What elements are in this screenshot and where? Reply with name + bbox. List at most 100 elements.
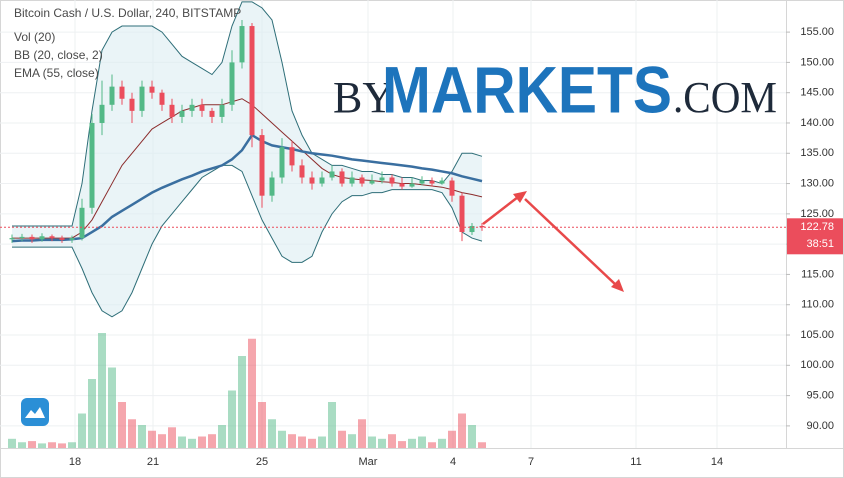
watermark-com: .COM bbox=[673, 73, 777, 122]
title: Bitcoin Cash / U.S. Dollar, 240, BITSTAM… bbox=[14, 6, 241, 20]
candle-body bbox=[89, 122, 95, 208]
y-tick-label: 95.00 bbox=[806, 390, 834, 402]
x-tick-label: Mar bbox=[359, 456, 378, 468]
candle-body bbox=[449, 180, 455, 196]
x-tick-label: 4 bbox=[450, 456, 456, 468]
volume-bar bbox=[48, 442, 56, 448]
volume-bar bbox=[188, 438, 196, 448]
candle-body bbox=[129, 98, 135, 111]
arrowhead bbox=[611, 279, 624, 292]
candle-body bbox=[59, 238, 65, 240]
volume-bar bbox=[288, 434, 296, 448]
volume-bar bbox=[18, 442, 26, 448]
y-tick-label: 135.00 bbox=[800, 147, 834, 159]
indicator-line bbox=[11, 133, 483, 243]
candle-body bbox=[79, 207, 85, 239]
volume-bar bbox=[228, 390, 236, 448]
volume-bar bbox=[58, 443, 66, 448]
watermark-by: BY bbox=[333, 73, 394, 122]
volume-bar bbox=[218, 425, 226, 448]
candle-body bbox=[289, 147, 295, 166]
candle-body bbox=[439, 180, 445, 184]
volume-bar bbox=[468, 425, 476, 448]
arrowhead bbox=[513, 191, 527, 203]
candle-body bbox=[169, 104, 175, 117]
y-tick-label: 100.00 bbox=[800, 359, 834, 371]
candle-body bbox=[469, 225, 475, 233]
study-label: EMA (55, close) bbox=[14, 66, 99, 80]
volume-bar bbox=[368, 436, 376, 448]
candle-body bbox=[459, 195, 465, 233]
x-tick-label: 21 bbox=[147, 456, 159, 468]
candle-body bbox=[179, 110, 185, 117]
candles bbox=[9, 19, 485, 243]
indicators bbox=[11, 1, 483, 318]
volume-bar bbox=[198, 436, 206, 448]
candle-body bbox=[49, 236, 55, 239]
arrow-down bbox=[524, 198, 617, 286]
last-price-label: 122.78 bbox=[800, 221, 834, 233]
volume bbox=[8, 333, 486, 448]
candle-body bbox=[409, 183, 415, 187]
x-tick-label: 7 bbox=[528, 456, 534, 468]
volume-bar bbox=[258, 402, 266, 448]
volume-bar bbox=[88, 379, 96, 448]
volume-bar bbox=[98, 333, 106, 448]
candle-body bbox=[39, 236, 45, 240]
volume-bar bbox=[178, 436, 186, 448]
volume-bar bbox=[248, 338, 256, 448]
volume-bar bbox=[118, 402, 126, 448]
candle-body bbox=[119, 86, 125, 99]
volume-bar bbox=[28, 441, 36, 448]
volume-bar bbox=[8, 438, 16, 448]
y-tick-label: 125.00 bbox=[800, 208, 834, 220]
volume-bar bbox=[128, 419, 136, 448]
volume-bar bbox=[348, 434, 356, 448]
volume-bar bbox=[398, 441, 406, 448]
candle-body bbox=[259, 135, 265, 196]
candle-body bbox=[329, 171, 335, 178]
volume-bar bbox=[78, 413, 86, 448]
y-tick-label: 155.00 bbox=[800, 26, 834, 38]
candle-body bbox=[29, 236, 35, 240]
y-tick-label: 115.00 bbox=[801, 268, 834, 280]
volume-bar bbox=[438, 438, 446, 448]
candle-body bbox=[9, 238, 15, 240]
y-tick-label: 110.00 bbox=[801, 299, 834, 311]
volume-bar bbox=[38, 443, 46, 448]
volume-bar bbox=[328, 402, 336, 448]
x-tick-label: 11 bbox=[630, 456, 641, 468]
y-tick-label: 130.00 bbox=[800, 177, 834, 189]
x-tick-label: 25 bbox=[256, 456, 268, 468]
logo-mark bbox=[25, 407, 45, 418]
logo-box bbox=[21, 398, 49, 426]
candle-body bbox=[369, 180, 375, 184]
band-fill bbox=[12, 1, 482, 317]
y-tick-label: 150.00 bbox=[800, 56, 834, 68]
candle-body bbox=[319, 177, 325, 184]
watermark-markets: MARKETS bbox=[382, 52, 672, 126]
y-tick-label: 145.00 bbox=[800, 87, 834, 99]
price-badge bbox=[787, 218, 843, 255]
volume-bar bbox=[408, 438, 416, 448]
volume-bar bbox=[208, 434, 216, 448]
candle-body bbox=[419, 180, 425, 184]
volume-bar bbox=[388, 434, 396, 448]
volume-bar bbox=[158, 434, 166, 448]
volume-bar bbox=[428, 442, 436, 448]
candle-body bbox=[359, 177, 365, 184]
band-line bbox=[12, 164, 483, 318]
candle-body bbox=[199, 104, 205, 111]
candle-body bbox=[139, 86, 145, 111]
candle-body bbox=[229, 62, 235, 105]
candle-body bbox=[189, 104, 195, 111]
candle-body bbox=[479, 225, 485, 228]
volume-bar bbox=[358, 419, 366, 448]
y-tick-label: 90.00 bbox=[806, 420, 834, 432]
volume-bar bbox=[318, 436, 326, 448]
candle-body bbox=[309, 177, 315, 184]
study-label: Vol (20) bbox=[14, 30, 55, 44]
candle-body bbox=[149, 86, 155, 93]
volume-bar bbox=[308, 438, 316, 448]
candle-body bbox=[379, 177, 385, 181]
